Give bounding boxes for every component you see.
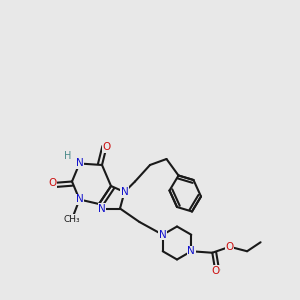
Text: N: N (121, 187, 128, 197)
Text: O: O (226, 242, 234, 252)
Text: H: H (64, 151, 71, 161)
Text: N: N (188, 246, 195, 256)
Text: N: N (76, 194, 83, 205)
Text: N: N (76, 158, 83, 169)
Text: N: N (98, 203, 106, 214)
Text: N: N (159, 230, 167, 240)
Text: O: O (102, 142, 111, 152)
Text: CH₃: CH₃ (64, 214, 80, 224)
Text: O: O (211, 266, 219, 276)
Text: O: O (48, 178, 57, 188)
